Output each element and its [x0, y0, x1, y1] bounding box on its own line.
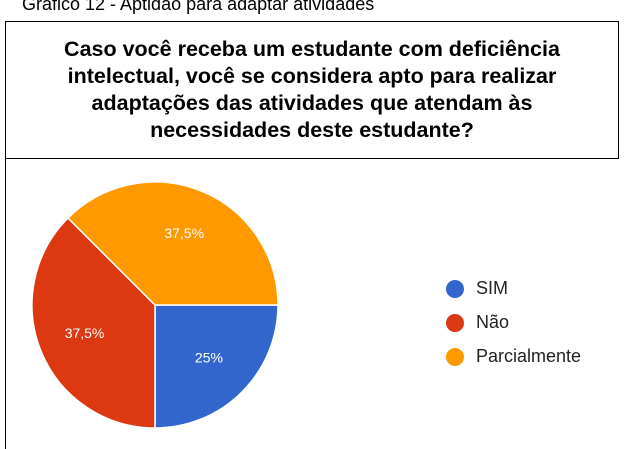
caption: Gráfico 12 - Aptidão para adaptar ativid… [22, 0, 375, 14]
chart-title: Caso você receba um estudante com defici… [64, 37, 560, 142]
legend-swatch [446, 314, 464, 332]
legend-swatch [446, 348, 464, 366]
pie-slice [66, 181, 279, 306]
legend-label: Parcialmente [476, 346, 581, 366]
value-label: 37,5% [164, 225, 204, 241]
pie-slice [31, 216, 156, 429]
title-box: Caso você receba um estudante com defici… [5, 21, 619, 159]
value-label: 37,5% [65, 325, 105, 341]
value-label: 25% [195, 350, 223, 366]
legend-swatch [446, 280, 464, 298]
frame-line [5, 158, 6, 449]
legend-label: Não [476, 312, 509, 332]
legend-label: SIM [476, 278, 508, 298]
pie-slice [154, 304, 279, 429]
